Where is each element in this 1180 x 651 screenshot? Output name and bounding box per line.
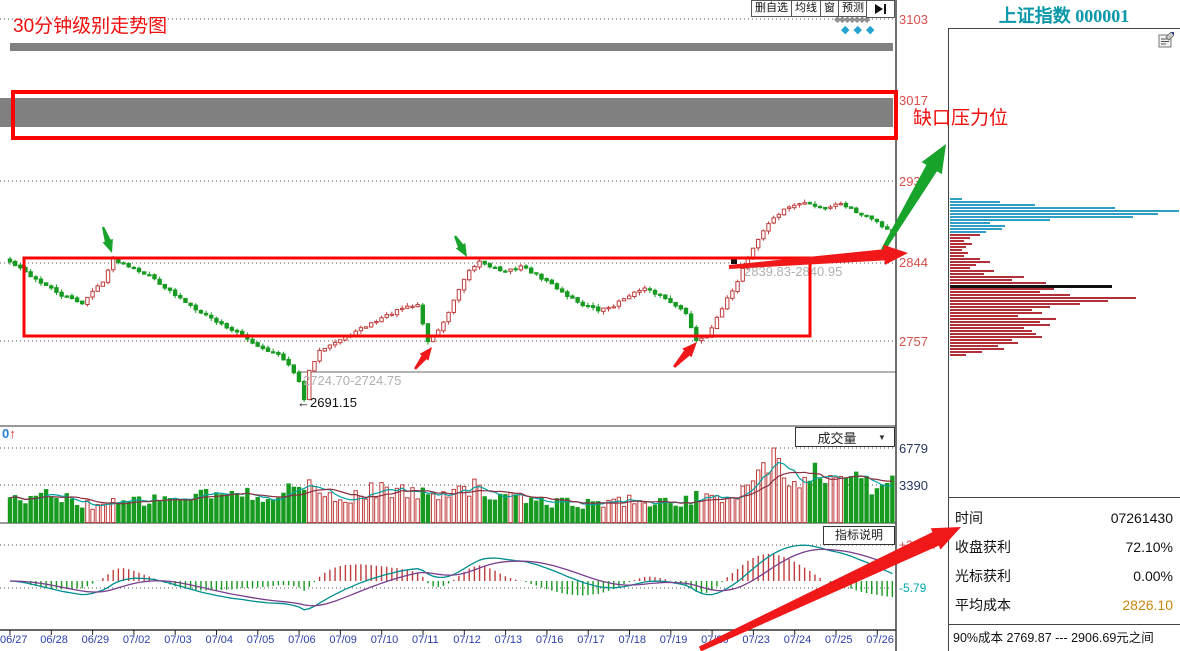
date-label: 07/16 — [535, 634, 564, 646]
info-label: 收盘获利 — [955, 538, 1011, 555]
note-pin-icon[interactable] — [1158, 31, 1175, 48]
info-row-cursor-profit: 光标获利 0.00% — [949, 561, 1180, 590]
date-label: 07/19 — [659, 634, 688, 646]
toolbar-button-0[interactable]: 删自选 — [751, 0, 792, 17]
skip-right-button[interactable] — [866, 0, 895, 18]
toolbar-button-3[interactable]: 预测 — [838, 0, 868, 17]
price-axis-label: 2844 — [899, 255, 928, 270]
info-value: 07261430 — [1110, 509, 1173, 526]
blue-diamonds-icon: ◆ ◆ ◆ — [841, 23, 878, 36]
index-title: 上证指数 000001 — [998, 6, 1130, 26]
date-label: 07/04 — [205, 634, 234, 646]
cost-info-panel: 时间 07261430 收盘获利 72.10% 光标获利 0.00% 平均成本 2826.10… — [948, 497, 1180, 651]
volume-scale-origin: 0↑ — [2, 426, 16, 441]
date-label: 07/10 — [370, 634, 399, 646]
info-value: 0.00% — [1133, 567, 1173, 584]
info-row-avg-cost: 平均成本 2826.10 — [949, 590, 1180, 619]
info-label: 时间 — [955, 509, 983, 526]
skip-right-icon — [874, 4, 886, 14]
blue-diamond-icon: ◆ — [853, 24, 862, 36]
date-label: 07/02 — [122, 634, 151, 646]
info-label: 平均成本 — [955, 596, 1011, 613]
date-label: 06/29 — [81, 634, 110, 646]
cost-info-rows: 时间 07261430 收盘获利 72.10% 光标获利 0.00% 平均成本 2826.10 — [949, 498, 1180, 619]
date-label: 07/17 — [577, 634, 605, 646]
indicator-axis-label: -5.79 — [899, 581, 927, 595]
date-label: 07/18 — [618, 634, 647, 646]
info-row-time: 时间 07261430 — [949, 503, 1180, 532]
date-label: 07/25 — [825, 634, 853, 646]
volume-axis-label: 6779 — [899, 441, 928, 456]
main-chart-canvas[interactable] — [0, 0, 948, 651]
indicator-axis-label: +28.74 — [899, 538, 937, 552]
chart-title: 30分钟级别走势图 — [13, 16, 168, 37]
date-label: 07/23 — [742, 634, 770, 646]
indicator-description-button[interactable]: 指标说明 — [823, 526, 895, 545]
info-label: 光标获利 — [955, 567, 1011, 584]
date-label: 06/27 — [0, 634, 28, 646]
volume-selector-label: 成交量 — [817, 430, 857, 446]
gap-pressure-label: 缺口压力位 — [913, 108, 1009, 129]
toolbar: 删自选 均线窗预测 — [751, 0, 868, 17]
volume-profile-panel — [948, 28, 1180, 499]
date-label: 07/03 — [164, 634, 192, 646]
price-axis-label: 3017 — [899, 93, 928, 108]
date-label: 07/24 — [783, 634, 812, 646]
date-label: 07/05 — [246, 634, 275, 646]
low-price-label: ←2691.15 — [297, 395, 357, 410]
cost-range-footer: 90%成本 2769.87 --- 2906.69元之间 — [949, 624, 1180, 651]
toolbar-button-2[interactable]: 窗 — [820, 0, 839, 17]
date-label: 07/09 — [329, 634, 357, 646]
diamond-strip-icon: ◆◆◆◆◆◆◆ — [834, 14, 870, 24]
blue-diamond-icon: ◆ — [841, 24, 850, 36]
up-arrow-icon: ↑ — [9, 426, 16, 441]
blue-diamond-icon: ◆ — [865, 24, 875, 36]
dropdown-arrow-icon[interactable]: ▼ — [878, 432, 886, 442]
volume-indicator-selector[interactable]: 成交量 ▼ — [795, 427, 895, 447]
info-row-close-profit: 收盘获利 72.10% — [949, 532, 1180, 561]
date-label: 07/12 — [453, 634, 481, 646]
gap-range-label: 2839.83-2840.95 — [744, 264, 843, 279]
toolbar-button-1[interactable]: 均线 — [791, 0, 821, 17]
volume-profile-canvas — [950, 198, 1180, 356]
date-label: 07/06 — [288, 634, 316, 646]
date-label: 07/11 — [412, 634, 439, 646]
info-value: 2826.10 — [1122, 596, 1173, 613]
date-label: 07/26 — [866, 634, 894, 646]
price-axis-label: 3103 — [899, 12, 928, 27]
date-label: 07/13 — [494, 634, 523, 646]
price-axis-label: 2757 — [899, 334, 928, 349]
volume-axis-label: 3390 — [899, 478, 928, 493]
info-value: 72.10% — [1125, 538, 1173, 555]
gap-range-label-2: 2724.70-2724.75 — [303, 373, 402, 388]
volume-zero-label: 0 — [2, 426, 10, 441]
price-axis-label: 2930 — [899, 174, 928, 189]
date-label: 07/20 — [701, 634, 729, 646]
date-label: 06/28 — [40, 634, 68, 646]
